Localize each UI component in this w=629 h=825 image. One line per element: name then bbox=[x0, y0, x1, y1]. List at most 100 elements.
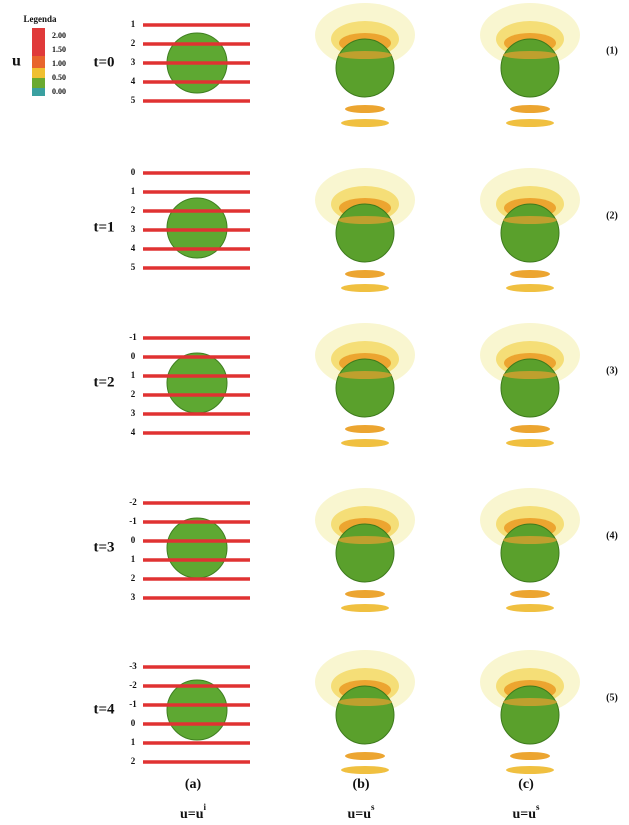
time-label: t=2 bbox=[93, 374, 114, 390]
lobe bbox=[506, 439, 554, 447]
column-label: (a) bbox=[185, 777, 202, 792]
band bbox=[338, 216, 392, 224]
formula: u=us bbox=[512, 802, 540, 822]
line-label: 4 bbox=[131, 243, 136, 253]
sphere bbox=[167, 353, 227, 413]
lobe bbox=[510, 590, 550, 598]
formula-superscript: i bbox=[204, 802, 207, 812]
band bbox=[503, 371, 557, 379]
lobe bbox=[345, 752, 385, 760]
row-number: (5) bbox=[606, 692, 618, 703]
line-label: 0 bbox=[131, 167, 136, 177]
lobe bbox=[345, 105, 385, 113]
line-label: 5 bbox=[131, 95, 136, 105]
sphere bbox=[501, 686, 559, 744]
band bbox=[503, 536, 557, 544]
sphere bbox=[167, 680, 227, 740]
time-label: t=1 bbox=[93, 219, 114, 235]
line-label: 2 bbox=[131, 756, 136, 766]
scattered-field bbox=[315, 168, 415, 292]
column-label: (c) bbox=[518, 777, 534, 792]
lobe bbox=[506, 284, 554, 292]
band bbox=[338, 536, 392, 544]
lobe bbox=[510, 425, 550, 433]
scattered-field bbox=[315, 3, 415, 127]
legend: Legenda u bbox=[12, 14, 57, 96]
line-label: -1 bbox=[129, 516, 137, 526]
formula-base: u=u bbox=[347, 807, 371, 822]
line-label: 2 bbox=[131, 38, 136, 48]
lobe bbox=[345, 270, 385, 278]
scattered-field bbox=[315, 488, 415, 612]
sphere bbox=[501, 359, 559, 417]
lobe bbox=[345, 590, 385, 598]
line-label: -2 bbox=[129, 497, 137, 507]
line-label: -1 bbox=[129, 332, 137, 342]
legend-variable: u bbox=[12, 53, 21, 70]
lobe bbox=[506, 766, 554, 774]
line-label: 2 bbox=[131, 205, 136, 215]
band bbox=[338, 698, 392, 706]
line-label: -1 bbox=[129, 699, 137, 709]
time-label: t=3 bbox=[93, 539, 114, 555]
line-label: 1 bbox=[131, 186, 136, 196]
sphere bbox=[336, 204, 394, 262]
legend-swatch bbox=[32, 68, 45, 78]
band bbox=[503, 698, 557, 706]
legend-label: 1.00 bbox=[52, 59, 66, 68]
scattered-field bbox=[480, 488, 580, 612]
band bbox=[503, 216, 557, 224]
line-label: 3 bbox=[131, 592, 136, 602]
sphere bbox=[501, 39, 559, 97]
row-number: (3) bbox=[606, 365, 618, 376]
sphere bbox=[336, 686, 394, 744]
lobe bbox=[510, 270, 550, 278]
scattered-field bbox=[480, 650, 580, 774]
sphere bbox=[336, 39, 394, 97]
band bbox=[338, 51, 392, 59]
line-label: 1 bbox=[131, 554, 136, 564]
line-label: 0 bbox=[131, 351, 136, 361]
legend-title: Legenda bbox=[23, 14, 57, 24]
line-label: 3 bbox=[131, 224, 136, 234]
sphere bbox=[167, 518, 227, 578]
time-label: t=4 bbox=[93, 701, 115, 717]
lobe bbox=[510, 105, 550, 113]
line-label: 3 bbox=[131, 408, 136, 418]
scattered-field bbox=[480, 168, 580, 292]
band bbox=[503, 51, 557, 59]
legend-label: 0.00 bbox=[52, 87, 66, 96]
line-label: 5 bbox=[131, 262, 136, 272]
line-label: -2 bbox=[129, 680, 137, 690]
line-label: -3 bbox=[129, 661, 137, 671]
column-label: (b) bbox=[352, 777, 369, 792]
legend-swatch bbox=[32, 78, 45, 88]
lobe bbox=[341, 766, 389, 774]
sphere bbox=[501, 524, 559, 582]
lobe bbox=[341, 604, 389, 612]
formula: u=us bbox=[347, 802, 375, 822]
scattered-field bbox=[315, 650, 415, 774]
time-label: t=0 bbox=[93, 54, 114, 70]
row-number: (4) bbox=[606, 530, 618, 541]
legend-swatch bbox=[32, 88, 45, 96]
line-label: 0 bbox=[131, 535, 136, 545]
lobe bbox=[341, 284, 389, 292]
line-label: 4 bbox=[131, 76, 136, 86]
figure: Legenda u 2.001.501.000.500.0012345t=0(1… bbox=[0, 0, 629, 825]
line-label: 2 bbox=[131, 389, 136, 399]
formula: u=ui bbox=[180, 802, 207, 822]
sphere bbox=[501, 204, 559, 262]
band bbox=[338, 371, 392, 379]
row-number: (1) bbox=[606, 45, 618, 56]
line-label: 1 bbox=[131, 370, 136, 380]
legend-label: 0.50 bbox=[52, 73, 66, 82]
line-label: 4 bbox=[131, 427, 136, 437]
legend-label: 1.50 bbox=[52, 45, 66, 54]
sphere bbox=[336, 524, 394, 582]
lobe bbox=[506, 604, 554, 612]
lobe bbox=[506, 119, 554, 127]
formula-base: u=u bbox=[180, 807, 204, 822]
scattered-field bbox=[480, 323, 580, 447]
line-label: 1 bbox=[131, 737, 136, 747]
